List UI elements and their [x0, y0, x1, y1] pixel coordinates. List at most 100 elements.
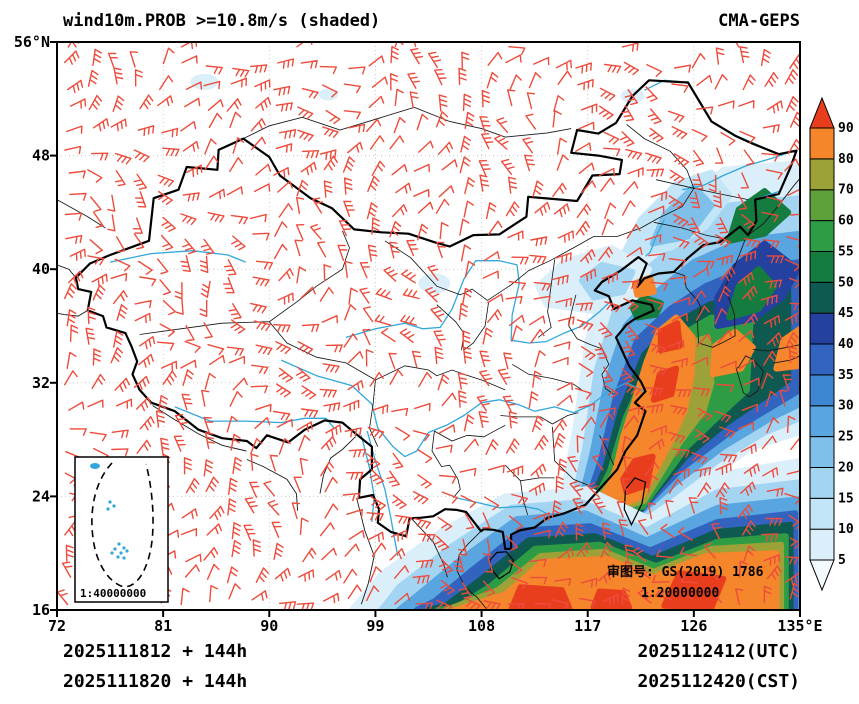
- colorbar-label: 45: [838, 306, 854, 321]
- lon-tick-label: 99: [366, 617, 384, 635]
- shade-spot: [318, 88, 339, 101]
- lon-tick-label: 81: [154, 617, 172, 635]
- colorbar-segment: [809, 405, 835, 438]
- river: [174, 406, 335, 429]
- neighbor-boundary: [411, 518, 448, 578]
- colorbar: 5 10 15 20 25 30 35 40 45 50 55 60 70 80 90: [809, 96, 854, 592]
- shade-region: [649, 183, 715, 247]
- colorbar-label: 30: [838, 399, 854, 414]
- province-boundary: [511, 363, 583, 391]
- neighbor-boundary: [319, 436, 356, 494]
- neighbor-boundary: [752, 344, 801, 352]
- colorbar-label: 10: [838, 522, 854, 537]
- river: [681, 152, 789, 191]
- neighbor-boundary: [243, 106, 572, 140]
- china-national-boundary: [74, 79, 798, 550]
- province-boundary: [434, 425, 506, 442]
- lon-tick-label: 126: [680, 617, 707, 635]
- neighbor-boundary: [735, 355, 764, 398]
- colorbar-segment: [809, 158, 835, 191]
- neighbor-boundary: [152, 405, 247, 452]
- lat-tick-label: 16: [32, 601, 50, 619]
- colorbar-bottom-arrow: [809, 559, 835, 592]
- map-scale-label: 1:20000000: [641, 586, 719, 601]
- colorbar-segment: [809, 220, 835, 253]
- river: [280, 359, 645, 458]
- lat-tick-label: 40: [32, 260, 50, 278]
- lon-tick-label: 90: [260, 617, 278, 635]
- inset-island-dot: [106, 507, 110, 511]
- colorbar-segment: [809, 127, 835, 160]
- colorbar-segment: [809, 281, 835, 314]
- inset-island-dot: [125, 549, 129, 553]
- inset-island-dot: [119, 551, 123, 555]
- river: [345, 260, 612, 344]
- province-boundary: [375, 365, 506, 391]
- axes-layer: 72 81 90 99 108 117 126 135°E 56°N 48 40 32 24 16: [14, 33, 823, 635]
- colorbar-label: 35: [838, 368, 854, 383]
- neighbor-boundary: [56, 199, 106, 229]
- colorbar-label: 20: [838, 460, 854, 475]
- shade-region: [661, 570, 727, 610]
- neighbor-boundary: [56, 264, 77, 278]
- lon-tick-label: 72: [48, 617, 66, 635]
- lon-tick-label: 117: [574, 617, 601, 635]
- map-review-number: 审图号: GS(2019) 1786: [607, 564, 764, 580]
- province-boundary: [463, 301, 489, 351]
- province-boundary: [369, 379, 379, 447]
- colorbar-label: 90: [838, 121, 854, 136]
- plot-frame: [56, 41, 801, 611]
- colorbar-label: 80: [838, 152, 854, 167]
- inset-island-dot: [116, 555, 120, 559]
- colorbar-segment: [809, 374, 835, 407]
- colorbar-segment: [809, 466, 835, 499]
- neighbor-boundary: [246, 459, 299, 511]
- inset-island-dot: [112, 504, 116, 508]
- neighbor-boundary: [356, 497, 375, 605]
- inset-island-dot: [108, 500, 112, 504]
- lon-tick-label: 108: [468, 617, 495, 635]
- colorbar-label: 70: [838, 183, 854, 198]
- lat-tick-label: 32: [32, 374, 50, 392]
- shade-region: [508, 584, 573, 610]
- colorbar-label: 50: [838, 275, 854, 290]
- shade-region: [726, 188, 792, 244]
- colorbar-top-arrow: [809, 96, 835, 129]
- province-boundary: [504, 464, 555, 482]
- neighbor-boundary: [673, 237, 747, 348]
- footer-valid-utc: 2025112412(UTC): [637, 641, 800, 662]
- plot-title: wind10m.PROB >=10.8m/s (shaded): [63, 11, 380, 31]
- footer-valid-cst: 2025112420(CST): [637, 671, 800, 692]
- province-boundary: [653, 221, 727, 240]
- colorbar-segment: [809, 189, 835, 222]
- footer-init-utc: 2025111812 + 144h: [63, 641, 247, 662]
- colorbar-segment: [809, 528, 835, 561]
- province-boundary: [431, 431, 461, 499]
- colorbar-segment: [809, 497, 835, 530]
- province-boundary: [139, 230, 350, 335]
- inset-island-dot: [113, 547, 117, 551]
- province-boundary: [551, 426, 588, 486]
- province-boundary: [384, 124, 695, 301]
- inset-island-dot: [117, 542, 121, 546]
- wind-barb-layer: [57, 42, 800, 610]
- colorbar-segment: [809, 250, 835, 283]
- lat-tick-label: 48: [32, 147, 50, 165]
- colorbar-label: 60: [838, 214, 854, 229]
- river: [644, 79, 797, 155]
- inset-hainan-island: [90, 463, 100, 469]
- province-boundary: [601, 348, 614, 395]
- inset-island-dot: [122, 546, 126, 550]
- south-china-sea-inset: [74, 456, 169, 603]
- colorbar-label: 15: [838, 491, 854, 506]
- footer-init-cst: 2025111820 + 144h: [63, 671, 247, 692]
- province-boundary: [568, 294, 603, 350]
- province-boundary: [268, 321, 376, 381]
- colorbar-segment: [809, 343, 835, 376]
- shade-region: [650, 365, 680, 403]
- river: [645, 219, 665, 257]
- shade-spot: [190, 73, 219, 90]
- colorbar-segment: [809, 436, 835, 469]
